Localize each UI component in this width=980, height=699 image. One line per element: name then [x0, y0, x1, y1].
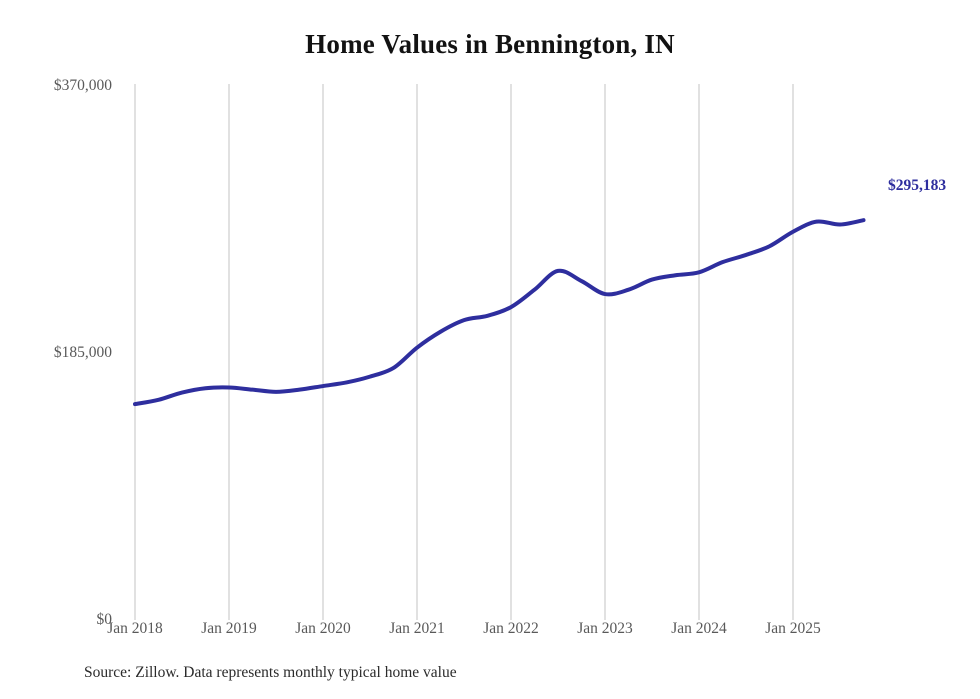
- x-axis-tick-jan-2024: Jan 2024: [671, 620, 727, 637]
- x-axis-tick-jan-2019: Jan 2019: [201, 620, 257, 637]
- x-axis-tick-jan-2023: Jan 2023: [577, 620, 633, 637]
- source-caption: Source: Zillow. Data represents monthly …: [84, 664, 457, 681]
- y-axis-tick-0: $0: [96, 611, 113, 628]
- x-axis-tick-jan-2021: Jan 2021: [389, 620, 445, 637]
- y-axis-tick-370000: $370,000: [53, 77, 112, 94]
- chart-title: Home Values in Bennington, IN: [305, 29, 675, 59]
- x-axis-tick-jan-2022: Jan 2022: [483, 620, 539, 637]
- y-axis-tick-185000: $185,000: [53, 344, 112, 361]
- x-axis-tick-jan-2025: Jan 2025: [765, 620, 821, 637]
- x-axis-tick-jan-2020: Jan 2020: [295, 620, 351, 637]
- x-axis-tick-jan-2018: Jan 2018: [107, 620, 163, 637]
- vertical-gridlines: [134, 84, 794, 620]
- home-value-line: [133, 218, 866, 407]
- end-value-annotation: $295,183: [888, 177, 947, 194]
